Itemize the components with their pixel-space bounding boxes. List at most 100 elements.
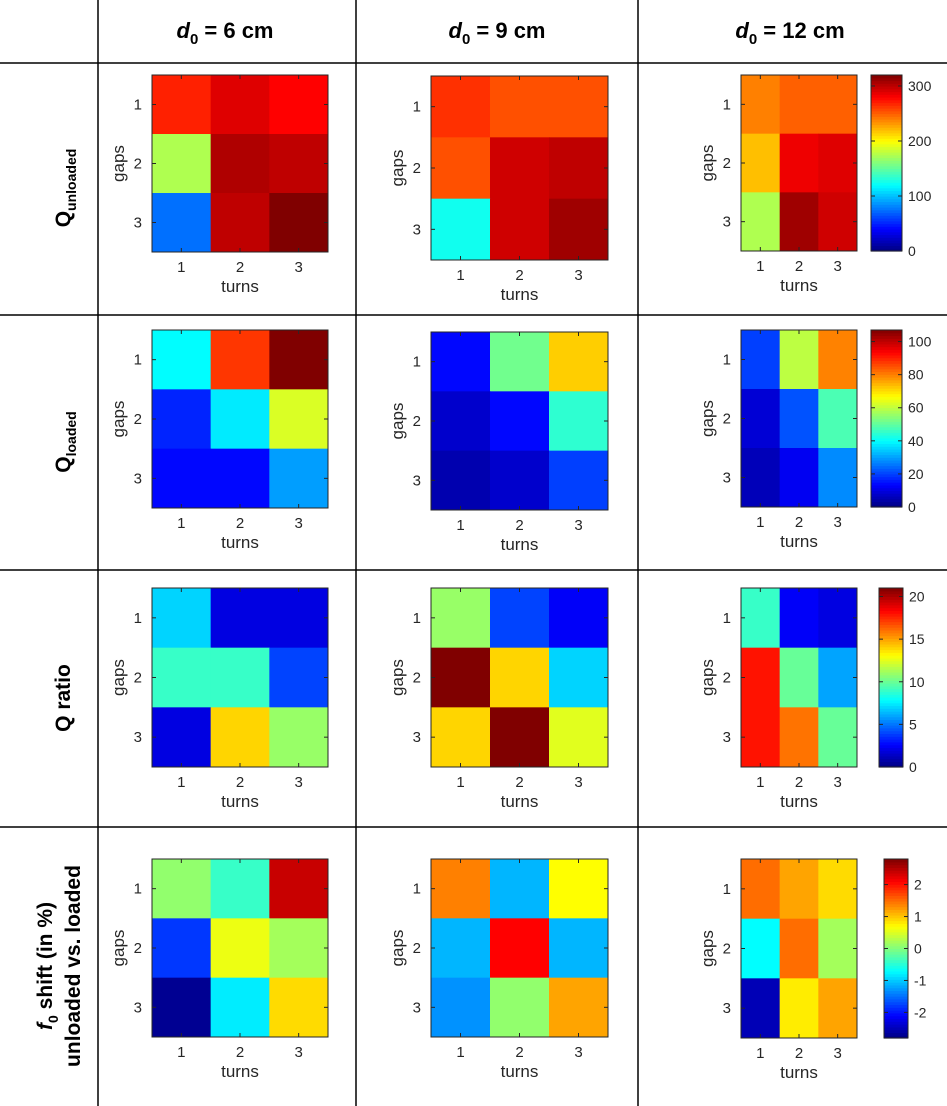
heatmap-cell	[490, 450, 550, 511]
colorbar-swatch	[871, 143, 902, 148]
panels: 1 2 3 1 2 3 turns gaps 1 2 3 1 2 3 turns gaps 1 2 3 1 2 3 turn…	[109, 74, 932, 1082]
heatmap-cell	[818, 448, 858, 508]
colorbar-tick-label: 100	[908, 188, 932, 204]
x-tick-label: 1	[456, 517, 464, 534]
heatmap-cell	[490, 137, 550, 200]
colorbar-swatch	[871, 432, 902, 436]
colorbar-swatch	[871, 435, 902, 439]
heatmap-cell	[549, 332, 609, 392]
heatmap-cell	[152, 977, 212, 1038]
y-axis-label: gaps	[388, 930, 407, 967]
colorbar-swatch	[871, 368, 902, 373]
y-axis-label: gaps	[109, 145, 128, 182]
colorbar-swatch	[879, 646, 903, 651]
colorbar-swatch	[871, 498, 902, 503]
heatmap-cell	[431, 707, 491, 768]
heatmap-cell	[741, 448, 781, 508]
colorbar-swatch	[879, 741, 903, 746]
column-header-sub: 0	[190, 31, 198, 48]
colorbar-swatch	[884, 903, 908, 908]
heatmap-cell	[549, 977, 609, 1038]
colorbar-swatch	[871, 234, 902, 238]
heatmap-cell	[431, 450, 491, 511]
heatmap-panel-r2-c1: 1 2 3 1 2 3 turns gaps	[388, 587, 609, 811]
heatmap-cell	[490, 647, 550, 708]
x-tick-label: 1	[456, 1044, 464, 1061]
y-tick-label: 2	[723, 941, 731, 958]
heatmap-cell	[490, 76, 550, 138]
colorbar-swatch	[884, 970, 908, 975]
colorbar-swatch	[871, 473, 902, 478]
heatmap-cell	[779, 978, 819, 1039]
heatmap-cell	[741, 859, 781, 920]
x-axis-label: turns	[780, 532, 818, 551]
colorbar-tick-label: 20	[908, 466, 924, 482]
heatmap-cell	[549, 707, 609, 768]
colorbar-swatch	[871, 443, 902, 447]
colorbar-swatch	[871, 487, 902, 492]
heatmap-cell	[431, 918, 491, 979]
colorbar-swatch	[871, 418, 902, 422]
colorbar-swatch	[871, 165, 902, 170]
colorbar-swatch	[879, 621, 903, 625]
colorbar-swatch	[871, 220, 902, 225]
colorbar-swatch	[871, 160, 902, 164]
y-axis-label: gaps	[109, 401, 128, 438]
colorbar-swatch	[884, 959, 908, 964]
colorbar-swatch	[871, 75, 902, 79]
x-tick-label: 3	[574, 774, 582, 791]
heatmap-cell	[549, 198, 609, 261]
colorbar-swatch	[871, 124, 902, 128]
colorbar-swatch	[884, 864, 908, 868]
row-header-base: Q ratio	[52, 664, 75, 732]
colorbar-swatch	[879, 635, 903, 639]
colorbar-swatch	[871, 495, 902, 500]
colorbar-swatch	[871, 138, 902, 142]
colorbar-swatch	[879, 601, 903, 606]
column-header-base: d	[735, 18, 749, 43]
colorbar-swatch	[871, 187, 902, 192]
colorbar-swatch	[871, 141, 902, 145]
x-tick-label: 1	[756, 774, 764, 791]
colorbar-frame	[870, 329, 903, 508]
heatmap-cell	[210, 859, 270, 919]
colorbar-swatch	[871, 83, 902, 87]
row-header-2-line-0: Q ratio	[52, 664, 75, 732]
colorbar-swatch	[871, 479, 902, 483]
colorbar-swatch	[879, 750, 903, 754]
colorbar-swatch	[871, 127, 902, 131]
colorbar-swatch	[879, 643, 903, 648]
colorbar-swatch	[871, 330, 902, 334]
colorbar-tick-label: -1	[914, 972, 927, 988]
colorbar-swatch	[871, 390, 902, 395]
heatmap-cell	[269, 193, 329, 253]
heatmap-cell	[779, 588, 819, 649]
colorbar-swatch	[871, 504, 902, 508]
heatmap-cell	[210, 448, 270, 509]
colorbar-swatch	[884, 859, 908, 863]
colorbar-swatch	[879, 677, 903, 681]
colorbar-swatch	[879, 683, 903, 687]
heatmap-cell	[779, 192, 819, 252]
heatmap-cell	[431, 647, 491, 708]
heatmap-cell	[269, 448, 329, 509]
colorbar-tick-label: 2	[914, 877, 922, 893]
colorbar-swatch	[884, 900, 908, 905]
heatmap-cell	[818, 389, 858, 449]
colorbar-swatch	[871, 157, 902, 161]
colorbar-swatch	[871, 493, 902, 497]
colorbar-swatch	[871, 393, 902, 397]
x-tick-label: 3	[574, 1044, 582, 1061]
colorbar-swatch	[884, 987, 908, 992]
x-tick-label: 3	[574, 517, 582, 534]
y-tick-label: 1	[134, 610, 142, 627]
colorbar-swatch	[879, 627, 903, 631]
colorbar-swatch	[871, 201, 902, 205]
colorbar-swatch	[884, 875, 908, 880]
colorbar-swatch	[884, 914, 908, 919]
colorbar-swatch	[884, 923, 908, 927]
colorbar-swatch	[884, 898, 908, 902]
heatmap-cell	[818, 707, 858, 768]
colorbar-swatch	[884, 1015, 908, 1020]
colorbar-swatch	[871, 193, 902, 197]
